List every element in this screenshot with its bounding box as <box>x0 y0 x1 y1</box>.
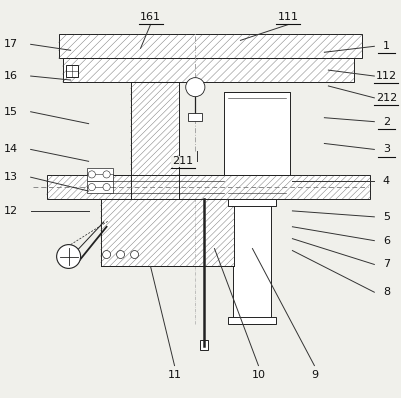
Circle shape <box>88 171 95 178</box>
Text: 5: 5 <box>383 212 390 222</box>
Bar <box>233 199 271 324</box>
Bar <box>87 181 113 193</box>
Text: 12: 12 <box>4 206 18 216</box>
Text: 15: 15 <box>4 107 18 117</box>
Text: 10: 10 <box>251 371 265 380</box>
Circle shape <box>88 183 95 191</box>
Text: 9: 9 <box>311 371 318 380</box>
Bar <box>59 34 363 58</box>
Text: 6: 6 <box>383 236 390 246</box>
Text: 1: 1 <box>383 41 390 51</box>
Circle shape <box>57 245 81 268</box>
Text: 16: 16 <box>4 71 18 81</box>
Text: 7: 7 <box>383 259 390 269</box>
Circle shape <box>103 251 111 258</box>
Text: 8: 8 <box>383 287 390 297</box>
Bar <box>200 340 208 350</box>
Text: 11: 11 <box>168 371 182 380</box>
Text: 212: 212 <box>376 93 397 103</box>
Text: 3: 3 <box>383 144 390 154</box>
Bar <box>229 199 276 206</box>
Text: 2: 2 <box>383 117 390 127</box>
Text: 13: 13 <box>4 172 18 182</box>
Bar <box>131 82 178 199</box>
Text: 161: 161 <box>140 12 161 21</box>
Circle shape <box>117 251 125 258</box>
Text: 211: 211 <box>172 156 193 166</box>
Text: 17: 17 <box>4 39 18 49</box>
Bar <box>229 317 276 324</box>
Bar <box>63 58 354 82</box>
Bar <box>225 92 290 199</box>
Circle shape <box>103 171 110 178</box>
Bar <box>188 113 203 121</box>
Text: 111: 111 <box>278 12 299 21</box>
Bar <box>66 65 78 77</box>
Text: 14: 14 <box>4 144 18 154</box>
Bar <box>87 168 113 181</box>
Bar <box>101 199 235 266</box>
Bar <box>47 175 371 199</box>
Circle shape <box>186 78 205 97</box>
Text: 4: 4 <box>383 176 390 186</box>
Circle shape <box>131 251 139 258</box>
Text: 112: 112 <box>376 71 397 81</box>
Circle shape <box>103 183 110 191</box>
